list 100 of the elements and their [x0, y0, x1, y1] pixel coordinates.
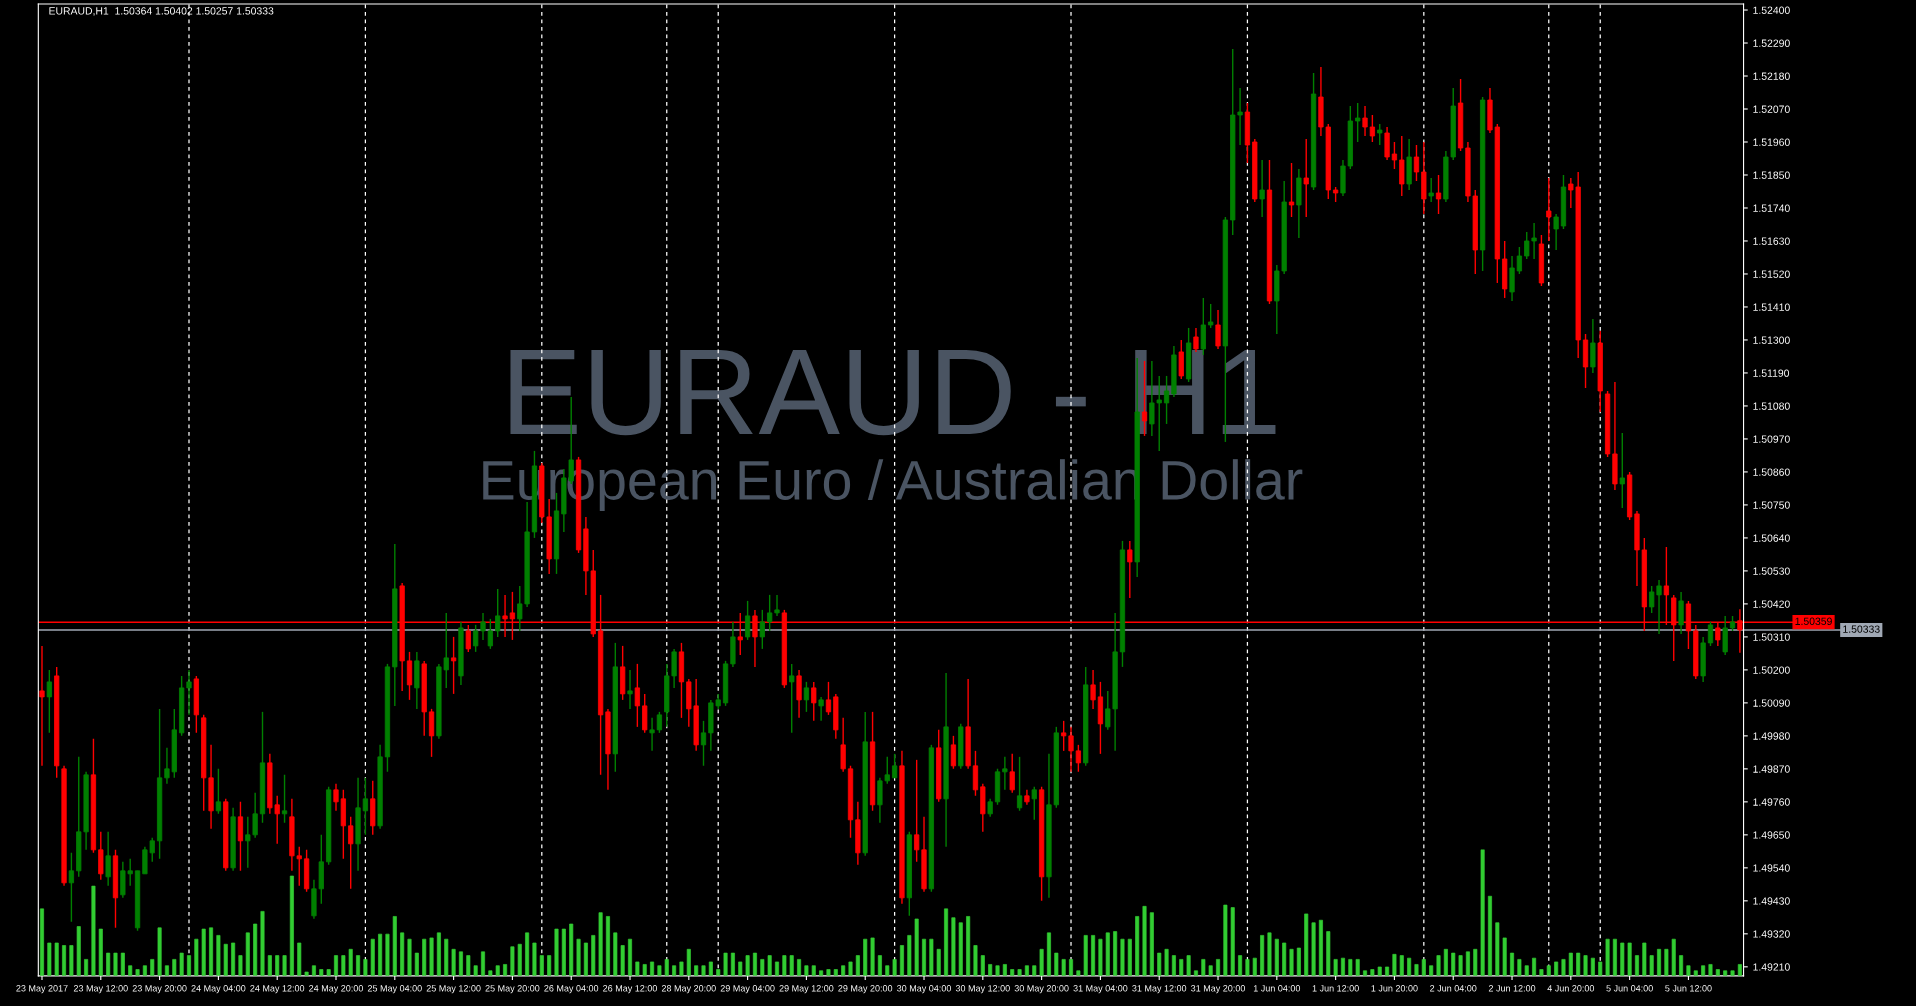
bar: [1348, 959, 1353, 976]
bar: [400, 932, 405, 976]
bar: [966, 916, 971, 976]
bar: [1054, 952, 1059, 976]
ref-line-label: 1.50359: [1795, 617, 1832, 625]
bar: [642, 964, 647, 976]
candlestick: [1377, 123, 1383, 146]
bar: [767, 955, 772, 976]
bar: [1385, 966, 1390, 976]
x-tick-label: 31 May 20:00: [1191, 985, 1246, 994]
bar: [1216, 959, 1221, 976]
bar: [135, 969, 140, 976]
bar: [1171, 955, 1176, 976]
y-tick-label: 1.51190: [1753, 369, 1790, 377]
candlestick: [1288, 162, 1295, 218]
bar: [532, 942, 537, 976]
candlestick: [1369, 114, 1375, 143]
bar: [341, 955, 346, 976]
bar: [54, 942, 59, 976]
bar: [738, 961, 743, 976]
bar: [1421, 959, 1426, 976]
bar: [1407, 957, 1412, 976]
x-tick-label: 5 Jun 04:00: [1606, 985, 1653, 992]
x-tick-label: 25 May 20:00: [485, 985, 540, 994]
bar: [1113, 931, 1118, 976]
y-tick-label: 1.50640: [1753, 534, 1790, 542]
candlestick: [818, 696, 824, 722]
bar: [69, 945, 74, 976]
bar: [1032, 965, 1037, 976]
bar: [414, 952, 419, 976]
y-tick-label: 1.51630: [1753, 237, 1790, 245]
bar: [223, 943, 228, 976]
bar: [1193, 970, 1198, 976]
candlestick: [656, 711, 663, 734]
x-tick-label: 31 May 04:00: [1073, 985, 1128, 994]
bar: [348, 948, 353, 976]
bar: [253, 923, 258, 976]
bar: [863, 938, 868, 976]
bar: [91, 885, 96, 976]
bar: [973, 945, 978, 976]
bar: [591, 935, 596, 976]
bar: [128, 965, 133, 976]
candlestick: [1384, 126, 1390, 161]
candlestick: [68, 852, 75, 923]
bar: [1671, 938, 1676, 976]
candlestick: [1090, 669, 1096, 710]
bar: [1179, 959, 1184, 976]
x-tick-label: 2 Jun 12:00: [1488, 985, 1536, 992]
candlestick: [1127, 540, 1133, 599]
bar: [1201, 959, 1206, 976]
candlestick: [1546, 177, 1552, 242]
bar: [1392, 953, 1397, 976]
bar: [172, 959, 177, 976]
bar: [120, 952, 125, 976]
y-tick-label: 1.50090: [1753, 699, 1790, 707]
bar: [819, 970, 824, 976]
bar: [1230, 907, 1235, 976]
bar: [186, 955, 191, 976]
bar: [701, 965, 706, 976]
candlestick: [649, 717, 655, 752]
candlestick: [634, 663, 640, 728]
bar: [870, 937, 875, 976]
bar: [392, 916, 397, 976]
candlestick: [642, 693, 648, 734]
y-tick-label: 1.51410: [1753, 303, 1790, 311]
bar: [503, 964, 508, 976]
bar: [1017, 969, 1022, 976]
bar: [1598, 961, 1603, 976]
bar: [150, 959, 155, 976]
bar: [694, 965, 699, 976]
x-tick-label: 23 May 2017: [16, 985, 68, 994]
bar: [1238, 955, 1243, 976]
candlestick: [744, 600, 751, 641]
bar: [620, 945, 625, 976]
bar: [951, 917, 956, 976]
candlestick: [1215, 309, 1221, 350]
bar: [1451, 952, 1456, 976]
bar: [1076, 970, 1081, 976]
y-tick-label: 1.52180: [1753, 72, 1790, 80]
candlestick: [1722, 615, 1728, 656]
y-tick-label: 1.49430: [1753, 897, 1790, 905]
bar: [1737, 964, 1742, 976]
bar: [1245, 959, 1250, 976]
bar: [1679, 955, 1684, 976]
bar: [1039, 948, 1044, 976]
x-tick-label: 23 May 12:00: [73, 985, 128, 994]
bar: [1708, 964, 1713, 976]
bar: [907, 935, 912, 976]
bar: [245, 932, 250, 976]
bar: [363, 959, 368, 976]
y-tick-label: 1.51740: [1753, 204, 1790, 212]
bar: [1590, 957, 1595, 976]
bar: [1487, 895, 1492, 976]
bar: [1664, 948, 1669, 976]
bar: [929, 938, 934, 976]
bar: [1642, 942, 1647, 976]
bar: [209, 927, 214, 976]
bar: [1252, 957, 1257, 976]
bar: [679, 961, 684, 976]
candlestick: [487, 618, 493, 650]
